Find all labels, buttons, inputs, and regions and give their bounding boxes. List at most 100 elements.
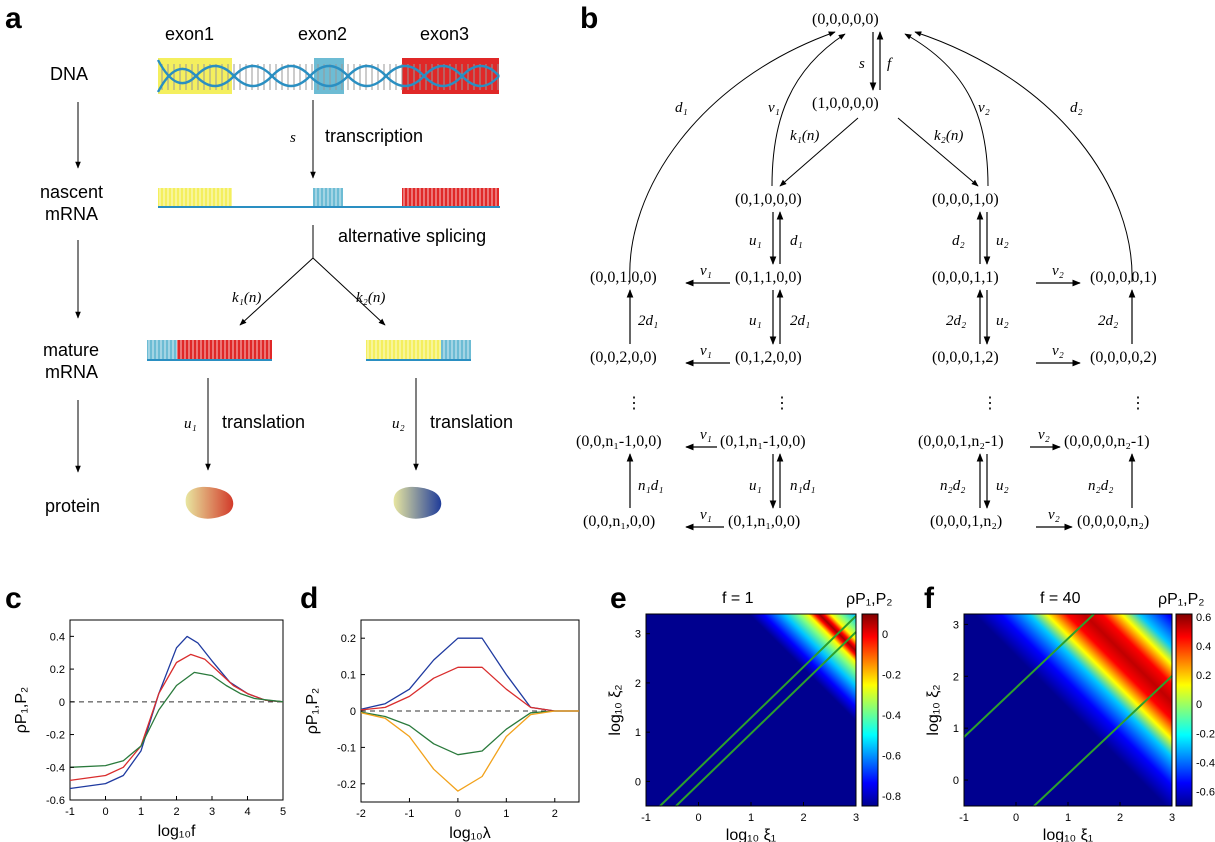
chart-c-x-tick-label: 4 xyxy=(244,806,250,818)
dots-4: ⋮ xyxy=(1130,395,1146,412)
b-d1-top-label: d₁ xyxy=(675,100,688,116)
chart-f-colorbar-tick-label: 0 xyxy=(1196,699,1202,711)
chart-e-y-tick-label: 2 xyxy=(635,678,641,690)
protein-1-shape xyxy=(185,486,234,519)
state-rr3: (0,0,0,0,2) xyxy=(1090,349,1157,366)
chart-d-y-tick-label: -0.2 xyxy=(337,779,356,791)
chart-f-contour-2 xyxy=(1033,675,1173,807)
chart-e-colorbar-label: ρP₁,P₂ xyxy=(846,591,893,608)
chart-e-colorbar-tick-label: -0.8 xyxy=(882,791,901,803)
exon2-label: exon2 xyxy=(298,24,347,44)
chart-d-y-tick-label: -0.1 xyxy=(337,742,356,754)
b-2d2-right-label: 2d₂ xyxy=(1098,313,1118,329)
chart-e-x-tick-label: 0 xyxy=(695,812,701,824)
b-u2-label-1: u₂ xyxy=(996,233,1009,249)
state-ll3: (0,0,2,0,0) xyxy=(590,349,657,366)
transcription-label: transcription xyxy=(325,126,423,146)
b-u2-label-3: u₂ xyxy=(996,478,1009,494)
chart-d-y-tick-label: 0.1 xyxy=(341,670,356,682)
chart-f-x-tick-label: 3 xyxy=(1169,812,1175,824)
chart-e-xlabel: log₁₀ ξ₁ xyxy=(726,827,776,842)
state-l4: (0,1,n₁-1,0,0) xyxy=(720,433,806,450)
panel-label-b: b xyxy=(580,2,598,35)
panel-label-e: e xyxy=(610,582,627,615)
k2-rate-label: k₂(n) xyxy=(356,290,385,306)
u2-rate-label: u₂ xyxy=(392,416,405,432)
state-r3: (0,0,0,1,2) xyxy=(932,349,999,366)
state-rr5: (0,0,0,0,n₂) xyxy=(1077,513,1149,530)
chart-e: f = 1 ρP₁,P₂ -1 0 1 2 3 0 1 2 3 log₁₀ ξ₁ log₁₀ ξ₂ 0… xyxy=(607,590,901,842)
b-s-label: s xyxy=(859,56,865,72)
state-second: (1,0,0,0,0) xyxy=(812,95,879,112)
b-u2-label-2: u₂ xyxy=(996,313,1009,329)
chart-e-title: f = 1 xyxy=(722,590,754,607)
state-l3: (0,1,2,0,0) xyxy=(735,349,802,366)
b-k2n-label: k₂(n) xyxy=(934,128,963,144)
b-v1-h-3: v₁ xyxy=(700,427,712,443)
chart-d-series-line-3 xyxy=(360,710,579,756)
chart-f-title: f = 40 xyxy=(1040,590,1081,607)
u1-rate-label: u₁ xyxy=(184,416,197,432)
chart-d-series-line-4 xyxy=(360,710,579,792)
chart-d: -2 -1 0 1 2 -0.2 -0.1 0 0.1 0.2 log₁₀λ ρP₁,P₂ xyxy=(304,619,580,842)
b-n2d2-label: n₂d₂ xyxy=(940,478,965,494)
chart-f-y-tick-label: 0 xyxy=(953,775,959,787)
s-rate-label: s xyxy=(290,130,296,146)
chart-d-xlabel: log₁₀λ xyxy=(449,825,490,842)
chart-f-ylabel: log₁₀ ξ₂ xyxy=(925,684,942,735)
chart-c-x-tick-label: -1 xyxy=(65,806,75,818)
b-v2-h-2: v₂ xyxy=(1052,343,1064,359)
b-v1-top-label: v₁ xyxy=(768,100,780,116)
dna-label: DNA xyxy=(50,64,88,84)
b-v2-h-3: v₂ xyxy=(1038,427,1050,443)
b-d2-top-label: d₂ xyxy=(1070,100,1083,116)
state-r4: (0,0,0,1,n₂-1) xyxy=(918,433,1004,450)
chart-f-y-tick-label: 2 xyxy=(953,671,959,683)
chart-e-colorbar-tick-label: -0.6 xyxy=(882,750,901,762)
chart-c-y-tick-label: 0.4 xyxy=(50,631,65,643)
nascent-label-1: nascent xyxy=(40,182,103,202)
b-u1-label-3: u₁ xyxy=(749,478,762,494)
dna-helix xyxy=(156,58,500,94)
nascent-label-2: mRNA xyxy=(45,204,98,224)
state-top: (0,0,0,0,0) xyxy=(812,11,879,28)
state-l5: (0,1,n₁,0,0) xyxy=(728,513,800,530)
state-rr4: (0,0,0,0,n₂-1) xyxy=(1064,433,1150,450)
chart-c: -1 0 1 2 3 4 5 -0.6 -0.4 -0.2 0 0.2 0.4 log₁₀f ρP₁,P₂ xyxy=(13,619,286,840)
chart-d-ylabel: ρP₁,P₂ xyxy=(304,688,321,735)
chart-e-colorbar xyxy=(861,613,879,807)
b-n2d2-right-label: n₂d₂ xyxy=(1088,478,1113,494)
exon3-label: exon3 xyxy=(420,24,469,44)
dots-3: ⋮ xyxy=(982,395,998,412)
chart-f-x-tick-label: 0 xyxy=(1013,812,1019,824)
panel-label-a: a xyxy=(5,2,22,35)
chart-c-y-tick-label: -0.2 xyxy=(46,730,65,742)
state-r5: (0,0,0,1,n₂) xyxy=(930,513,1002,530)
state-r2: (0,0,0,1,1) xyxy=(932,269,999,286)
chart-d-x-tick-label: 0 xyxy=(455,808,461,820)
b-v1-h-2: v₁ xyxy=(700,343,712,359)
chart-f-x-tick-label: 2 xyxy=(1117,812,1123,824)
b-d1-label-1: d₁ xyxy=(790,233,803,249)
chart-d-series-line-1 xyxy=(360,637,579,712)
chart-e-x-tick-label: 3 xyxy=(853,812,859,824)
b-2d2-label-2: 2d₂ xyxy=(946,313,966,329)
b-k1n-label: k₁(n) xyxy=(790,128,819,144)
chart-d-x-tick-label: -2 xyxy=(356,808,366,820)
b-2d1-left-label: 2d₁ xyxy=(638,313,658,329)
chart-c-x-tick-label: 2 xyxy=(173,806,179,818)
state-ll4: (0,0,n₁-1,0,0) xyxy=(576,433,662,450)
chart-e-colorbar-tick-label: -0.4 xyxy=(882,710,901,722)
chart-f-colorbar-label: ρP₁,P₂ xyxy=(1158,591,1205,608)
state-rr2: (0,0,0,0,1) xyxy=(1090,269,1157,286)
mature-label-2: mRNA xyxy=(45,362,98,382)
alternative-splicing-label: alternative splicing xyxy=(338,226,486,246)
b-f-label: f xyxy=(887,56,893,72)
chart-f-colorbar-tick-label: 0.6 xyxy=(1196,612,1211,624)
panel-b-state-diagram: (0,0,0,0,0) (1,0,0,0,0) s f d₁ v₁ v₂ d₂ … xyxy=(576,11,1157,531)
chart-e-heatmap xyxy=(646,614,856,806)
chart-d-y-tick-label: 0.2 xyxy=(341,633,356,645)
chart-e-x-tick-label: 1 xyxy=(748,812,754,824)
chart-e-x-tick-label: -1 xyxy=(641,812,651,824)
chart-d-x-tick-label: -1 xyxy=(405,808,415,820)
